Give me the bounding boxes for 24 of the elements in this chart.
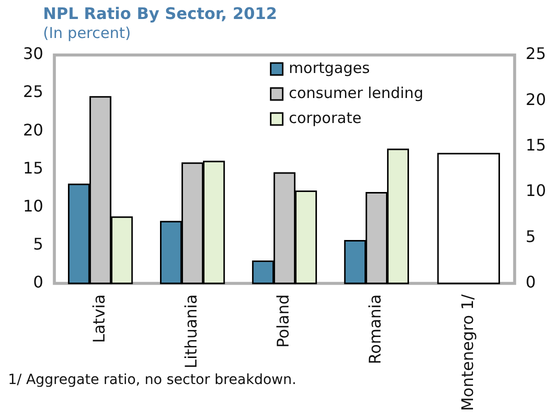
y2-tick-label: 15 — [526, 135, 546, 154]
y-tick-label: 20 — [23, 120, 44, 140]
y2-tick-label: 20 — [526, 90, 546, 109]
y-tick-label: 15 — [23, 158, 44, 178]
legend-label: corporate — [288, 108, 362, 127]
x-tick-label: Romania — [366, 294, 385, 364]
y2-tick-label: 10 — [526, 181, 546, 200]
y-tick-label: 30 — [23, 44, 44, 64]
y-tick-label: 0 — [33, 272, 44, 292]
y2-tick-label: 25 — [526, 44, 546, 64]
legend-label: consumer lending — [288, 84, 424, 102]
y2-tick-label: 0 — [526, 272, 536, 292]
x-tick-label: Poland — [274, 294, 293, 348]
x-tick-label: Lithuania — [182, 294, 201, 368]
chart-title: NPL Ratio By Sector, 2012 — [43, 4, 278, 23]
x-tick-label: Latvia — [90, 294, 109, 344]
y-tick-label: 5 — [33, 234, 44, 254]
y-tick-label: 25 — [23, 82, 44, 102]
text: 1/ Aggregate ratio, no sector breakdown. — [8, 372, 296, 388]
x-tick-label: Montenegro 1/ — [458, 294, 477, 412]
legend-label: mortgages — [288, 58, 370, 77]
chart-subtitle: (In percent) — [43, 24, 131, 42]
y-tick-label: 10 — [23, 196, 44, 216]
y2-tick-label: 5 — [526, 226, 536, 246]
